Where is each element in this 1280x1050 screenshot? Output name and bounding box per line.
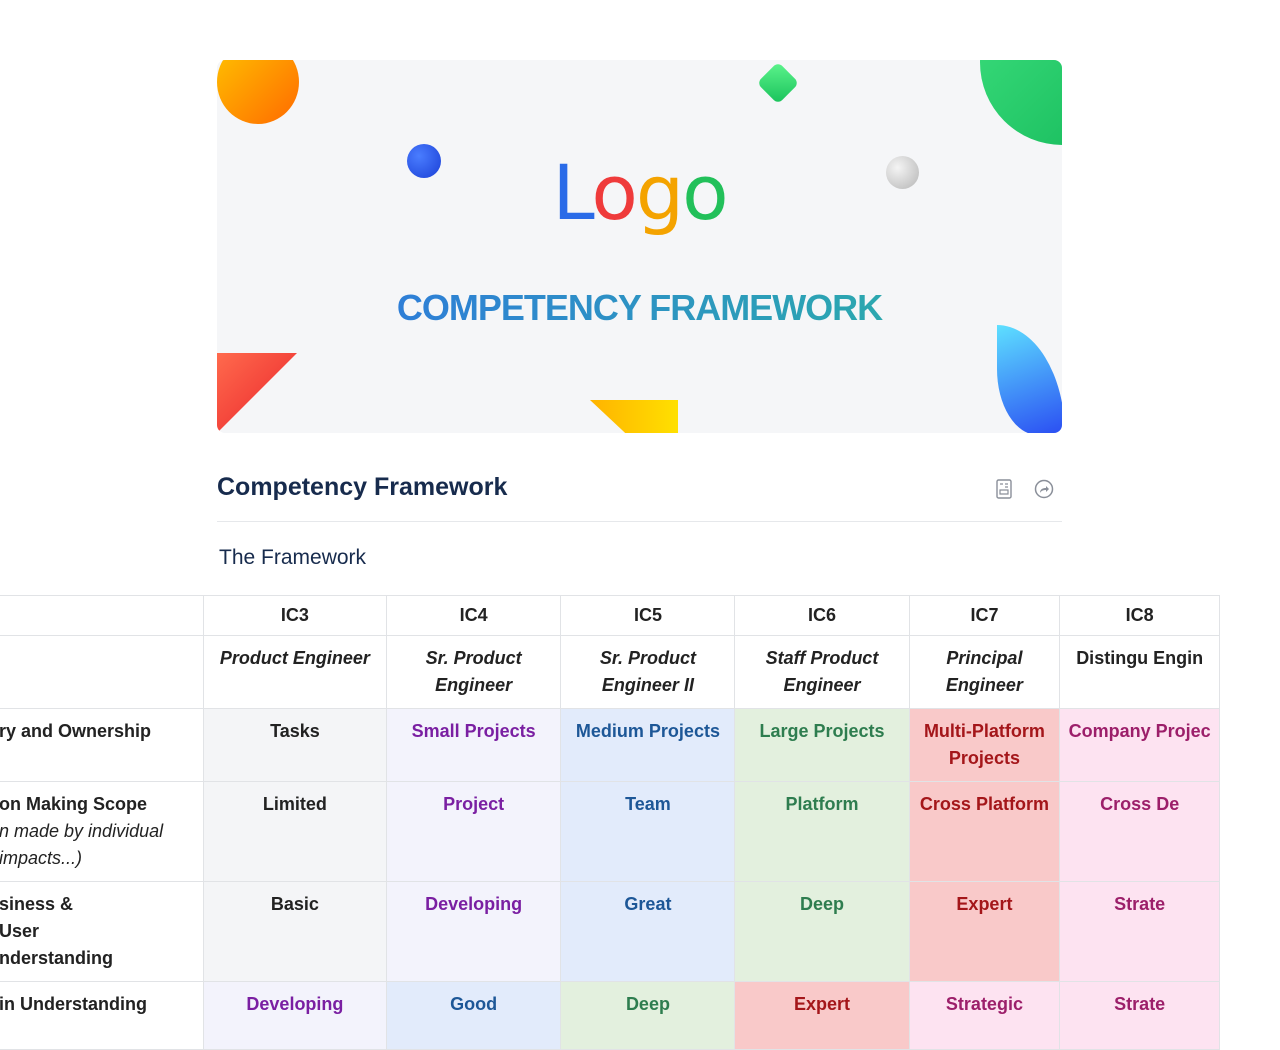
table-row: in Understanding Developing Good Deep Ex… [0, 981, 1220, 1050]
cell: Multi-Platform Projects [908, 708, 1061, 782]
cell: Deep [734, 881, 910, 982]
page-title: Competency Framework [217, 473, 508, 501]
role-title: Sr. Product Engineer II [560, 635, 736, 709]
title-row: Product Engineer Sr. Product Engineer Sr… [0, 635, 1220, 709]
cell: Limited [203, 781, 387, 882]
cover-banner: Logo COMPETENCY FRAMEWORK [217, 60, 1062, 433]
cell: Strate [1059, 981, 1220, 1050]
cell: Project [385, 781, 562, 882]
cell: Expert [908, 881, 1061, 982]
cell: Great [560, 881, 736, 982]
cell: Developing [203, 981, 387, 1050]
red-triangle-shape [217, 353, 297, 433]
gray-sphere-shape [886, 156, 919, 189]
row-label: in Understanding [0, 981, 204, 1050]
cell: Medium Projects [560, 708, 736, 782]
cell: Deep [560, 981, 736, 1050]
row-label: on Making Scope n made by individual impa… [0, 781, 204, 882]
level-header: IC6 [734, 595, 910, 636]
row-label: ry and Ownership [0, 708, 204, 782]
yellow-shape [590, 400, 678, 433]
divider [217, 521, 1062, 522]
green-quarter-shape [980, 60, 1062, 145]
row-label: siness & User nderstanding [0, 881, 204, 982]
cell: Large Projects [734, 708, 910, 782]
level-header: IC5 [560, 595, 736, 636]
cell: Basic [203, 881, 387, 982]
role-title: Sr. Product Engineer [385, 635, 562, 709]
row-label-note: n made by individual impacts...) [0, 821, 164, 868]
level-header-row: IC3 IC4 IC5 IC6 IC7 IC8 [0, 595, 1220, 636]
share-icon[interactable] [1033, 478, 1055, 500]
blue-dot-shape [407, 144, 441, 178]
cell: Company Projec [1059, 708, 1220, 782]
section-heading: The Framework [219, 546, 367, 569]
blue-leaf-shape [997, 325, 1062, 433]
role-title: Staff Product Engineer [734, 635, 910, 709]
green-diamond-shape [756, 61, 800, 105]
cell: Cross De [1059, 781, 1220, 882]
cell: Team [560, 781, 736, 882]
level-header: IC8 [1059, 595, 1220, 636]
logo: Logo [552, 148, 728, 237]
level-header: IC4 [385, 595, 562, 636]
cell: Strategic [908, 981, 1061, 1050]
cell: Platform [734, 781, 910, 882]
cell: Tasks [203, 708, 387, 782]
cell: Expert [734, 981, 910, 1050]
corner-cell [0, 595, 204, 636]
empty-cell [0, 635, 204, 709]
level-header: IC7 [908, 595, 1061, 636]
cell: Cross Platform [908, 781, 1061, 882]
cell: Good [385, 981, 562, 1050]
table-row: on Making Scope n made by individual impa… [0, 781, 1220, 882]
table-row: ry and Ownership Tasks Small Projects Me… [0, 708, 1220, 782]
level-header: IC3 [203, 595, 387, 636]
page-info-icon[interactable] [993, 478, 1015, 500]
cell: Small Projects [385, 708, 562, 782]
row-label-text: on Making Scope [0, 794, 148, 814]
table-row: siness & User nderstanding Basic Develop… [0, 881, 1220, 982]
competency-table: IC3 IC4 IC5 IC6 IC7 IC8 Product Engineer… [0, 595, 1220, 1050]
role-title: Distingu Engin [1059, 635, 1220, 709]
role-title: Principal Engineer [908, 635, 1061, 709]
cell: Strate [1059, 881, 1220, 982]
role-title: Product Engineer [203, 635, 387, 709]
orange-circle-shape [217, 60, 299, 124]
banner-subtitle: COMPETENCY FRAMEWORK [217, 286, 1062, 330]
cell: Developing [385, 881, 562, 982]
